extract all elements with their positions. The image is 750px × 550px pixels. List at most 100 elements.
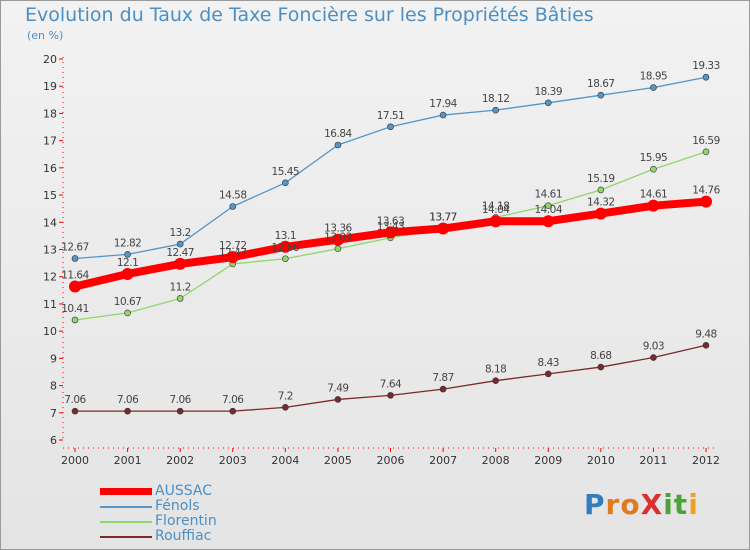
data-label: 9.48 xyxy=(695,328,716,340)
data-point xyxy=(492,106,499,114)
data-label: 15.19 xyxy=(587,173,615,185)
data-label: 14.04 xyxy=(482,204,510,216)
data-label: 14.76 xyxy=(692,185,720,197)
data-label: 13.2 xyxy=(169,227,190,239)
data-label: 18.95 xyxy=(640,71,668,83)
data-point xyxy=(700,195,712,208)
logo-letter: P xyxy=(584,488,606,521)
data-label: 14.58 xyxy=(219,190,247,202)
data-label: 15.45 xyxy=(272,166,300,178)
data-label: 8.18 xyxy=(485,364,506,376)
data-point xyxy=(702,341,710,349)
data-point xyxy=(121,267,134,280)
data-label: 12.72 xyxy=(219,240,247,252)
x-tick-label: 2010 xyxy=(587,454,615,467)
data-label: 18.39 xyxy=(534,86,562,98)
data-label: 8.43 xyxy=(538,357,559,369)
data-point xyxy=(176,295,184,302)
legend-swatch-rouffiac xyxy=(100,536,152,538)
data-point xyxy=(279,240,292,253)
legend-label-rouffiac: Rouffiac xyxy=(155,528,212,544)
x-tick-label: 2009 xyxy=(534,454,562,467)
y-tick-label: 10 xyxy=(43,325,57,338)
x-tick-label: 2011 xyxy=(639,454,667,467)
data-label: 7.49 xyxy=(327,382,348,394)
data-label: 11.64 xyxy=(61,270,89,282)
logo-letter: o xyxy=(620,488,641,521)
y-tick-label: 13 xyxy=(43,244,57,257)
data-point xyxy=(544,202,552,209)
data-label: 13.77 xyxy=(429,212,457,224)
data-label: 13.36 xyxy=(324,223,352,235)
data-label: 13.03 xyxy=(324,232,352,244)
data-point xyxy=(542,215,555,228)
data-label: 12.47 xyxy=(166,247,194,259)
data-point xyxy=(597,186,605,194)
series-layer xyxy=(69,73,712,415)
data-label: 15.95 xyxy=(640,152,668,164)
x-tick-label: 2005 xyxy=(324,454,352,467)
data-point xyxy=(384,226,397,239)
data-label: 7.87 xyxy=(432,372,453,384)
data-point xyxy=(124,407,131,415)
y-tick-label: 7 xyxy=(50,407,57,420)
data-point xyxy=(597,91,605,99)
data-label: 13.1 xyxy=(275,230,296,242)
data-point xyxy=(229,407,237,415)
series-line-aussac xyxy=(71,197,710,291)
data-label: 12.67 xyxy=(61,241,89,253)
x-tick-label: 2007 xyxy=(429,454,457,467)
data-label-layer: 12.67 12.82 13.2 14.58 15.45 16.84 17.51 17.94 1… xyxy=(61,60,721,406)
data-label: 14.32 xyxy=(587,197,615,209)
data-point xyxy=(282,179,289,187)
y-tick-label: 19 xyxy=(43,80,57,93)
x-tick-label: 2004 xyxy=(271,454,299,467)
x-tick-label: 2006 xyxy=(377,454,405,467)
legend-label-fenols: Fénols xyxy=(155,498,200,514)
data-label: 13.63 xyxy=(377,215,405,227)
data-label: 18.67 xyxy=(587,78,615,90)
logo-letter: i xyxy=(663,488,674,521)
data-label: 16.59 xyxy=(692,135,720,147)
data-point xyxy=(597,363,605,371)
legend-label-aussac: AUSSAC xyxy=(155,483,212,499)
legend-label-florentin: Florentin xyxy=(155,513,217,529)
data-point xyxy=(226,251,239,264)
logo-letter: t xyxy=(673,488,689,521)
data-point xyxy=(594,207,607,220)
data-point xyxy=(282,404,289,411)
data-point xyxy=(492,377,499,384)
data-label: 14.18 xyxy=(482,200,510,212)
data-point xyxy=(439,111,447,119)
y-tick-label: 6 xyxy=(50,434,57,447)
data-point xyxy=(282,255,289,263)
data-label: 9.03 xyxy=(643,341,664,353)
data-label: 16.84 xyxy=(324,128,352,140)
logo-letter: i xyxy=(688,488,699,521)
data-point xyxy=(544,370,552,378)
data-point xyxy=(71,316,79,324)
legend-swatch-fenols xyxy=(100,506,152,508)
data-label: 17.94 xyxy=(429,98,457,110)
y-tick-label: 11 xyxy=(43,298,57,311)
data-label: 7.2 xyxy=(278,390,293,402)
data-label: 8.68 xyxy=(590,350,611,362)
data-label: 11.2 xyxy=(169,281,190,293)
data-point xyxy=(387,392,394,399)
data-label: 12.1 xyxy=(117,257,138,269)
data-point xyxy=(174,257,187,270)
x-tick-label: 2001 xyxy=(114,454,142,467)
data-point xyxy=(702,148,710,156)
data-label: 7.06 xyxy=(64,394,86,406)
data-point xyxy=(489,215,502,228)
y-tick-label: 18 xyxy=(43,107,57,120)
data-label: 7.06 xyxy=(222,394,244,406)
logo-letter: X xyxy=(640,488,664,521)
y-tick-label: 12 xyxy=(43,271,57,284)
data-label: 13.77 xyxy=(429,212,457,224)
data-point xyxy=(334,396,342,403)
axis-layer: 6 7 8 9 10 11 12 13 14 15 16 17 18 19 20 2000 2001 2002 20… xyxy=(43,53,720,467)
data-point xyxy=(176,407,184,415)
data-point xyxy=(334,141,342,149)
